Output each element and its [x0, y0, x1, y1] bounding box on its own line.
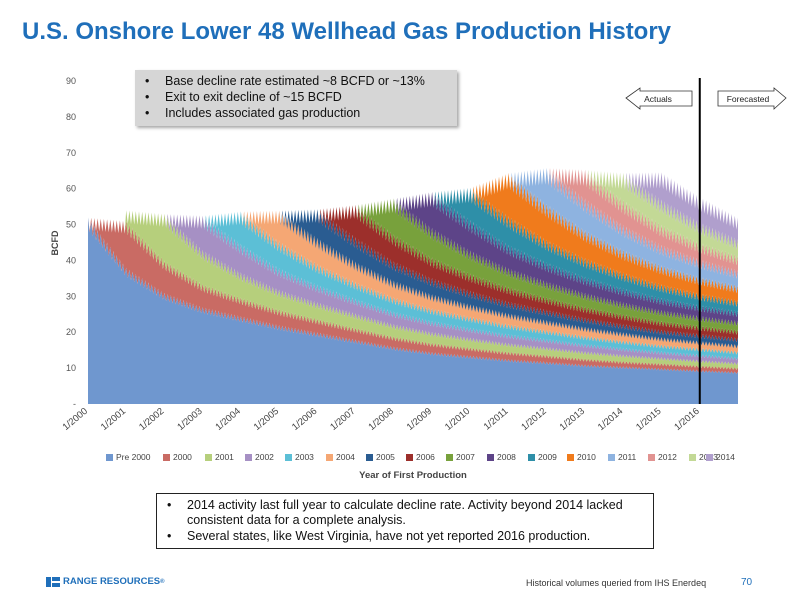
y-tick-label: 60 — [66, 184, 76, 194]
legend-swatch — [567, 454, 574, 461]
area-series-2000 — [88, 217, 738, 374]
y-tick-label: 90 — [66, 76, 76, 86]
legend-label: 2014 — [716, 452, 735, 462]
x-tick-label: 1/2015 — [634, 406, 663, 433]
forecasted-label: Forecasted — [727, 94, 770, 104]
notes-box: 2014 activity last full year to calculat… — [156, 493, 654, 549]
legend-swatch — [163, 454, 170, 461]
x-tick-label: 1/2001 — [99, 406, 128, 433]
area-series-2007 — [88, 198, 738, 335]
legend-label: 2010 — [577, 452, 596, 462]
legend-label: 2006 — [416, 452, 435, 462]
area-series-2009 — [88, 187, 738, 317]
y-tick-label: 70 — [66, 148, 76, 158]
legend-swatch — [106, 454, 113, 461]
legend-swatch — [205, 454, 212, 461]
forecasted-arrow-icon — [717, 87, 787, 110]
legend-label: 2008 — [497, 452, 516, 462]
x-tick-label: 1/2008 — [366, 406, 395, 433]
page-number: 70 — [741, 577, 753, 588]
area-series-2005 — [88, 209, 738, 349]
area-series-2008 — [88, 191, 738, 327]
legend-swatch — [326, 454, 333, 461]
legend-label: 2007 — [456, 452, 475, 462]
legend-swatch — [689, 454, 696, 461]
company-logo: RANGE RESOURCES ® — [46, 576, 165, 587]
slide-title: U.S. Onshore Lower 48 Wellhead Gas Produ… — [22, 18, 672, 45]
legend-swatch — [608, 454, 615, 461]
x-tick-label: 1/2005 — [252, 406, 281, 433]
area-series-2010 — [88, 172, 738, 307]
logo-text: RANGE RESOURCES — [63, 576, 161, 587]
area-series-2001 — [88, 210, 738, 370]
x-tick-label: 1/2011 — [482, 406, 511, 433]
y-tick-label: 20 — [66, 327, 76, 337]
bullet-associated-gas: Includes associated gas production — [143, 105, 451, 121]
legend-swatch — [446, 454, 453, 461]
y-axis: - 10 20 30 40 50 60 70 80 90 BCFD — [50, 76, 76, 409]
legend-label: 2011 — [618, 452, 637, 462]
actuals-label: Actuals — [644, 94, 672, 104]
x-tick-label: 1/2009 — [405, 406, 434, 433]
legend-swatch — [366, 454, 373, 461]
key-points-box: Base decline rate estimated ~8 BCFD or ~… — [135, 70, 457, 126]
y-tick-label: 30 — [66, 291, 76, 301]
legend-label: 2003 — [295, 452, 314, 462]
legend-label: 2012 — [658, 452, 677, 462]
legend-label: Pre 2000 — [116, 452, 151, 462]
x-tick-label: 1/2007 — [328, 406, 357, 433]
x-tick-label: 1/2002 — [137, 406, 166, 433]
plot-areas — [88, 167, 738, 404]
area-series-2006 — [88, 204, 738, 343]
bullet-exit-decline: Exit to exit decline of ~15 BCFD — [143, 89, 451, 105]
legend-label: 2004 — [336, 452, 355, 462]
legend-swatch — [706, 454, 713, 461]
bullet-decline-rate: Base decline rate estimated ~8 BCFD or ~… — [143, 73, 451, 89]
x-tick-label: 1/2006 — [290, 406, 319, 433]
area-series-pre-2000 — [88, 217, 738, 404]
x-tick-label: 1/2013 — [558, 406, 587, 433]
actuals-forecast-divider: Actuals Forecasted — [625, 78, 787, 404]
x-axis-label: Year of First Production — [359, 470, 467, 481]
area-series-2011 — [88, 167, 738, 294]
y-tick-label: 50 — [66, 220, 76, 230]
legend-swatch — [245, 454, 252, 461]
legend: Pre 2000 2000 2001 2002 2003 2004 2005 2006 2007… — [106, 452, 735, 462]
x-tick-label: 1/2010 — [443, 406, 472, 433]
legend-label: 2009 — [538, 452, 557, 462]
legend-swatch — [406, 454, 413, 461]
actuals-arrow-icon — [625, 87, 693, 110]
x-tick-label: 1/2012 — [519, 406, 548, 433]
legend-swatch — [285, 454, 292, 461]
area-series-2003 — [88, 210, 738, 361]
y-tick-label: 40 — [66, 255, 76, 265]
y-tick-label: 10 — [66, 363, 76, 373]
x-tick-label: 1/2004 — [214, 406, 243, 433]
legend-swatch — [648, 454, 655, 461]
x-tick-label: 1/2016 — [672, 406, 701, 433]
bullet-2014-activity: 2014 activity last full year to calculat… — [165, 498, 645, 528]
legend-swatch — [528, 454, 535, 461]
x-tick-label: 1/2014 — [596, 406, 625, 433]
x-axis: 1/2000 1/2001 1/2002 1/2003 1/2004 1/2005 1/20… — [61, 406, 702, 481]
x-tick-label: 1/2003 — [175, 406, 204, 433]
legend-label: 2005 — [376, 452, 395, 462]
bullet-states-not-reported: Several states, like West Virginia, have… — [165, 529, 645, 544]
x-tick-label: 1/2000 — [61, 406, 90, 433]
legend-label: 2000 — [173, 452, 192, 462]
y-tick-label: 80 — [66, 112, 76, 122]
legend-swatch — [487, 454, 494, 461]
range-logo-icon — [46, 576, 60, 587]
source-note: Historical volumes queried from IHS Ener… — [526, 578, 707, 588]
legend-label: 2001 — [215, 452, 234, 462]
y-tick-label: - — [73, 399, 76, 409]
legend-label: 2002 — [255, 452, 274, 462]
y-axis-label: BCFD — [50, 230, 60, 255]
